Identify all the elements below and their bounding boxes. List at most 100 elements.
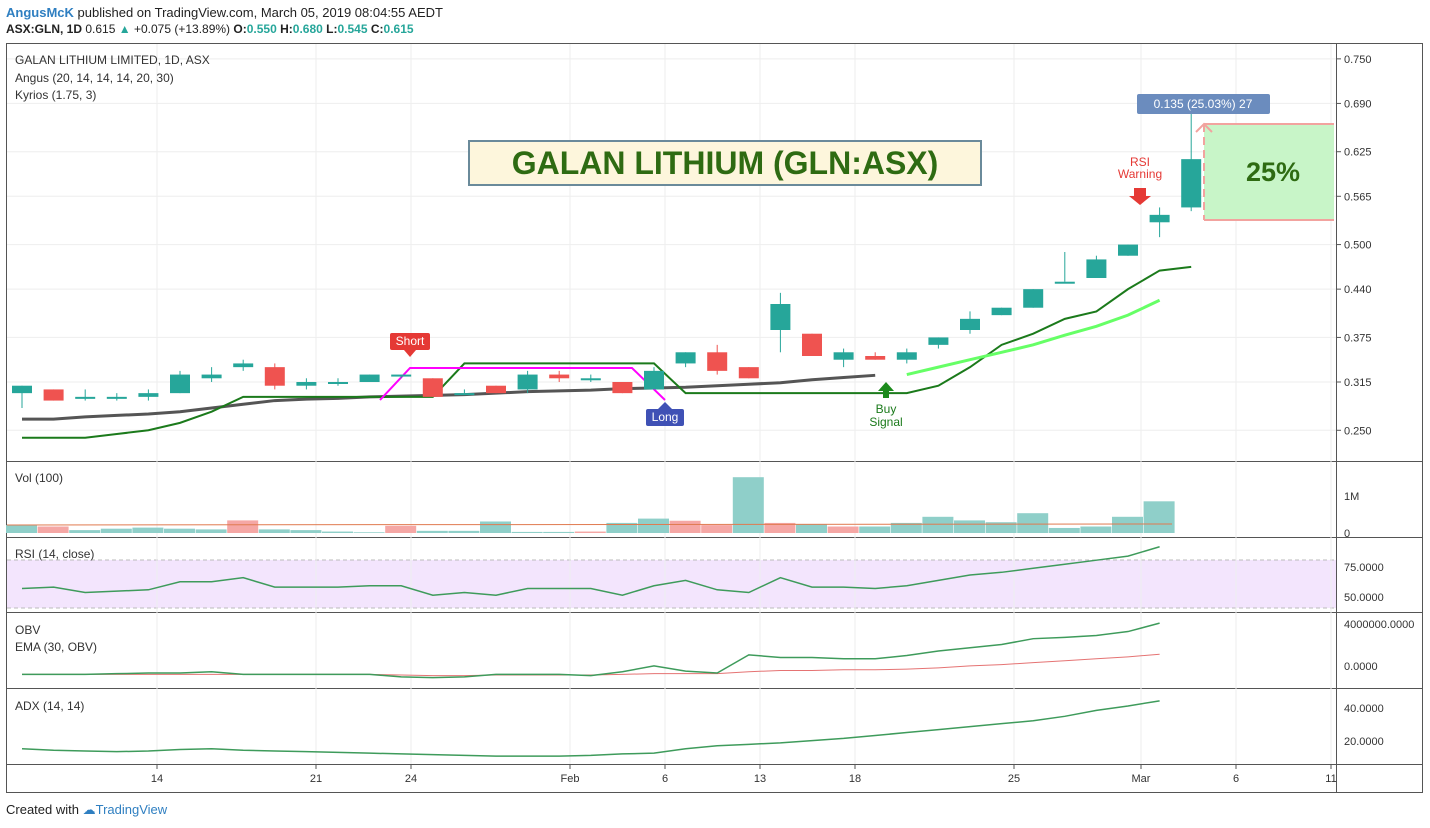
measure-box <box>1204 124 1334 220</box>
short-label: Short <box>396 334 425 348</box>
candle-body <box>802 333 822 356</box>
volume-bar <box>480 521 511 533</box>
chart-frame[interactable] <box>6 43 1423 793</box>
footer-created: Created with <box>6 802 79 817</box>
candle-body <box>770 304 791 330</box>
volume-bar <box>195 529 227 533</box>
high-value: 0.680 <box>292 22 323 36</box>
candle-body <box>75 396 96 399</box>
high-label: H: <box>280 22 293 36</box>
legend-ema: EMA (30, OBV) <box>15 640 97 654</box>
candle-body <box>612 382 633 394</box>
obv-line <box>22 622 1160 679</box>
candle-body <box>738 367 759 379</box>
buy-arrow-icon <box>878 382 894 398</box>
y-tick-label: 0.690 <box>1344 98 1372 110</box>
volume-bar <box>258 529 290 533</box>
long-label: Long <box>652 410 679 424</box>
volume-bar <box>985 522 1017 533</box>
volume-bar <box>827 526 859 533</box>
y-tick-label: 0.375 <box>1344 332 1372 344</box>
close-label: C: <box>370 22 384 36</box>
candle-body <box>296 382 317 386</box>
volume-bar <box>1080 526 1112 533</box>
candle-body <box>43 389 64 401</box>
candle-body <box>422 378 443 397</box>
obv-axis-0: 0.0000 <box>1344 661 1378 673</box>
volume-bar <box>385 525 417 533</box>
volume-bar <box>37 526 69 533</box>
volume-bar <box>606 522 638 533</box>
tradingview-logo-icon[interactable]: ☁ <box>82 802 96 817</box>
volume-bar <box>416 530 448 533</box>
x-tick-label: 6 <box>662 773 668 785</box>
volume-bar <box>322 531 353 533</box>
candle-body <box>233 363 254 368</box>
volume-bar <box>511 531 543 533</box>
time-axis: 14 21 24 Feb 6 13 18 25 Mar 6 11 <box>151 764 1337 785</box>
volume-bar <box>764 522 796 533</box>
candle-body <box>391 374 412 377</box>
candle-body <box>359 374 380 382</box>
candle-body <box>833 352 854 360</box>
title-banner <box>468 140 982 186</box>
y-tick-label: 0.315 <box>1344 377 1372 389</box>
x-tick-label: 11 <box>1325 773 1336 785</box>
candle-body <box>12 385 32 394</box>
up-arrow-icon: ▲ <box>118 22 131 36</box>
candle-body <box>928 337 949 345</box>
vol-axis-0: 0 <box>1344 528 1350 540</box>
measure-arrow-icon <box>1195 122 1213 133</box>
candle-body <box>991 307 1012 316</box>
legend-vol: Vol (100) <box>15 471 63 485</box>
x-tick-label: 18 <box>849 773 861 785</box>
price-change: +0.075 (+13.89%) <box>133 22 231 36</box>
open-value: 0.550 <box>246 22 277 36</box>
y-tick-label: 0.750 <box>1344 54 1372 66</box>
candle-body <box>896 352 917 360</box>
volume-bar <box>448 530 480 533</box>
candle-body <box>580 378 601 381</box>
measure-percent: 25% <box>1246 157 1300 187</box>
volume-bar <box>701 525 733 533</box>
volume-bar <box>574 531 606 533</box>
candle-body <box>328 382 348 384</box>
volume-bar <box>1048 527 1080 533</box>
volume-bar <box>954 520 985 533</box>
volume-bar <box>796 524 827 533</box>
volume-bar <box>227 520 259 533</box>
volume-bar <box>543 531 575 533</box>
rsi-axis-50: 50.0000 <box>1344 592 1384 604</box>
volume-bar <box>890 522 922 533</box>
candle-body <box>106 396 127 399</box>
x-tick-label: 6 <box>1233 773 1239 785</box>
candle-body <box>201 374 222 379</box>
measure-tooltip <box>1137 94 1270 114</box>
candle-body <box>707 352 728 371</box>
rsi-warning-label-2: Warning <box>1118 167 1162 181</box>
legend-rsi: RSI (14, close) <box>15 547 94 561</box>
volume-bar <box>638 518 669 533</box>
y-tick-label: 0.250 <box>1344 425 1372 437</box>
publish-header: AngusMcK published on TradingView.com, M… <box>6 5 443 20</box>
x-tick-label: Mar <box>1132 773 1151 785</box>
candle-body <box>1118 244 1138 256</box>
legend-obv: OBV <box>15 623 40 637</box>
volume-bar <box>859 526 891 533</box>
candle-body <box>264 367 285 386</box>
rsi-line <box>21 546 1160 596</box>
footer-brand[interactable]: TradingView <box>95 802 168 817</box>
candle-body <box>549 374 570 379</box>
volume-bar <box>922 516 954 533</box>
rsi-warning-label-1: RSI <box>1130 155 1150 169</box>
lower-axes: 1M 0 75.0000 50.0000 4000000.0000 0.0000… <box>1344 491 1414 748</box>
legend-angus: Angus (20, 14, 14, 14, 20, 30) <box>15 71 174 85</box>
measure-tooltip-text: 0.135 (25.03%) 27 <box>1154 97 1253 111</box>
candle-body <box>1086 259 1107 278</box>
volume-bar <box>100 528 132 533</box>
volume-bar <box>132 527 164 533</box>
footer: Created with ☁TradingView <box>6 802 167 818</box>
author-link[interactable]: AngusMcK <box>6 5 74 20</box>
buy-label-2: Signal <box>869 415 902 429</box>
